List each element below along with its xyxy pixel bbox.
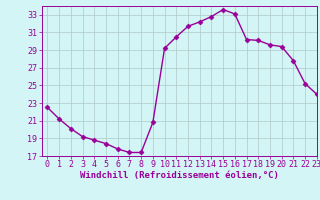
X-axis label: Windchill (Refroidissement éolien,°C): Windchill (Refroidissement éolien,°C): [80, 171, 279, 180]
